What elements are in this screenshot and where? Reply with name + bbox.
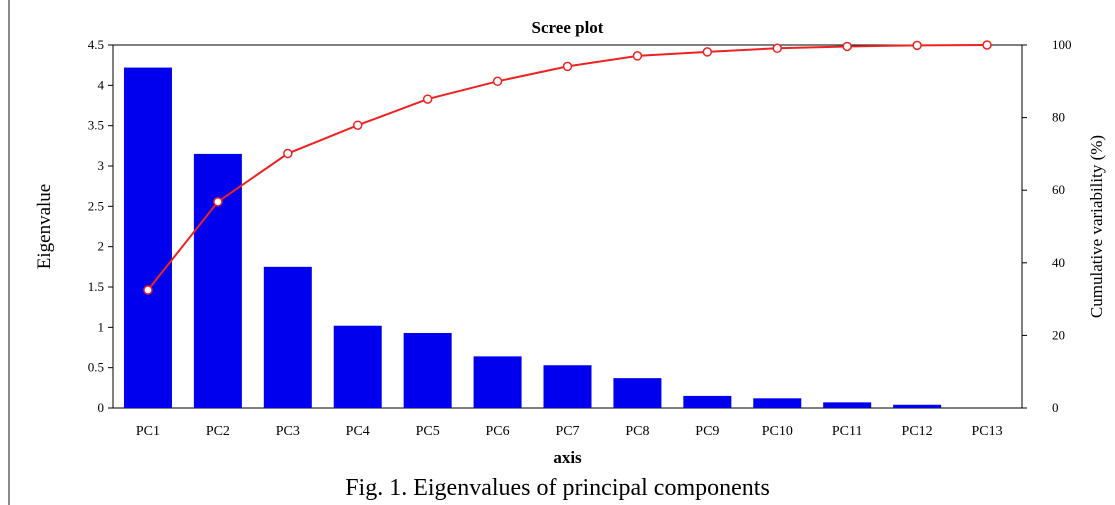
eigenvalue-bar [753, 398, 802, 408]
cumulative-point [283, 148, 293, 159]
cumulative-point [702, 47, 713, 57]
cumulative-variability-line [147, 44, 988, 291]
x-category-label: PC11 [832, 424, 863, 439]
x-category-label: PC7 [555, 424, 579, 439]
cumulative-point [982, 40, 992, 50]
y-tick-label: 2.5 [88, 198, 104, 213]
y-tick-label: 4.5 [88, 37, 104, 52]
eigenvalue-bar [473, 356, 522, 408]
y-tick-label: 1 [98, 319, 105, 334]
scree-plot-chart: 0 0.5 1 1.5 2 2.5 3 3.5 4 4.5 0 20 40 60 80 100 PC1 PC2 PC… [34, 18, 1106, 467]
eigenvalue-bar [613, 378, 662, 408]
y2-tick-label: 0 [1052, 400, 1059, 415]
eigenvalue-bar [683, 395, 732, 408]
plot-area-frame [112, 44, 1023, 409]
cumulative-point [842, 41, 852, 52]
y-tick-label: 0.5 [88, 360, 104, 375]
x-category-label: PC12 [902, 424, 933, 439]
y-tick-label: 1.5 [88, 279, 104, 294]
cumulative-point [492, 76, 503, 87]
x-category-label: PC3 [276, 424, 300, 439]
x-category-label: PC5 [416, 424, 440, 439]
x-category-label: PC10 [762, 424, 793, 439]
y2-axis-title: Cumulative variability (%) [1087, 135, 1106, 318]
eigenvalue-bar [543, 365, 592, 408]
y-tick-label: 3.5 [88, 118, 104, 133]
eigenvalue-bar [333, 325, 382, 408]
eigenvalue-bar [193, 153, 242, 408]
x-category-label: PC2 [206, 424, 230, 439]
y2-tick-label: 60 [1052, 182, 1065, 197]
y2-tick-label: 20 [1052, 327, 1065, 342]
x-category-label: PC13 [971, 424, 1002, 439]
y-tick-label: 4 [98, 77, 105, 92]
figure-caption: Fig. 1. Eigenvalues of principal compone… [345, 475, 770, 501]
cumulative-point [912, 40, 922, 51]
eigenvalue-bar [123, 67, 172, 408]
y2-tick-label: 80 [1052, 110, 1065, 125]
y-tick-label: 2 [98, 239, 105, 254]
cumulative-point [562, 61, 573, 72]
cumulative-point [632, 51, 643, 61]
y-tick-label: 0 [98, 400, 105, 415]
x-category-label: PC1 [136, 424, 160, 439]
x-category-label: PC8 [625, 424, 649, 439]
chart-title: Scree plot [532, 18, 604, 37]
cumulative-point [422, 94, 433, 104]
y-axis-title: Eigenvalue [34, 184, 55, 269]
cumulative-point [352, 120, 363, 130]
x-category-label: PC4 [346, 424, 370, 439]
cumulative-point [772, 43, 783, 54]
cumulative-point [213, 197, 223, 207]
eigenvalue-bar [263, 266, 312, 408]
x-category-label: PC9 [695, 424, 719, 439]
y2-tick-label: 100 [1052, 37, 1072, 52]
cumulative-point [143, 285, 153, 295]
y-tick-label: 3 [98, 158, 105, 173]
eigenvalue-bar [823, 402, 872, 408]
y2-tick-label: 40 [1052, 255, 1065, 270]
x-axis-title: axis [553, 448, 582, 467]
x-category-label: PC6 [486, 424, 510, 439]
left-border-line [8, 0, 10, 505]
eigenvalue-bar [893, 404, 942, 408]
eigenvalue-bar [403, 332, 452, 408]
